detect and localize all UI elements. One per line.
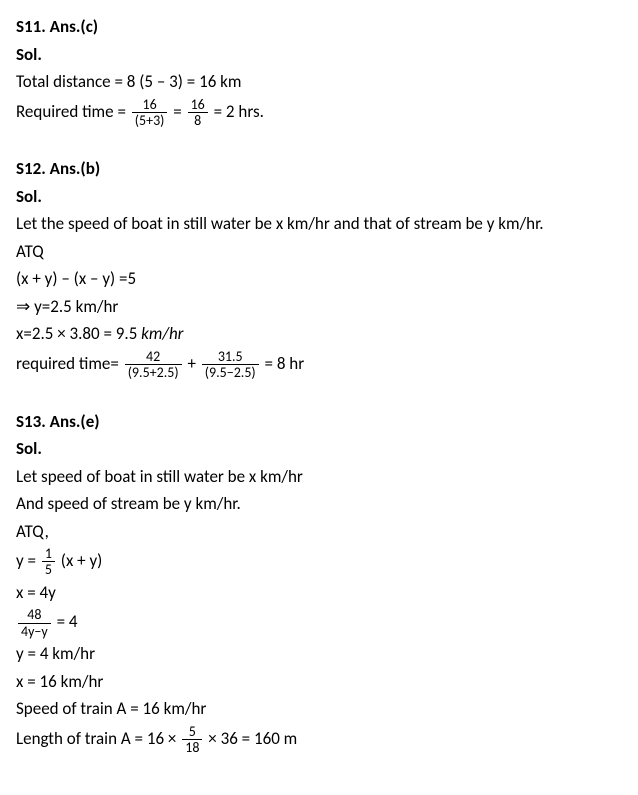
q12-eq1: (x + y) – (x – y) =5: [16, 266, 622, 292]
q11-frac2-num: 16: [188, 97, 208, 113]
q13-x4y: x = 4y: [16, 580, 622, 606]
q13-let-boat: Let speed of boat in still water be x km…: [16, 464, 622, 490]
q13-y-eq: y = 15 (x + y): [16, 546, 622, 578]
q13-header: S13. Ans.(e): [16, 409, 622, 435]
q13-y-prefix: y =: [16, 550, 40, 571]
q12-x-value: x=2.5 × 3.80 = 9.5 km/hr: [16, 321, 622, 347]
q12-frac1-den: (9.5+2.5): [125, 365, 182, 380]
q13-frac-line: 484y−y = 4: [16, 607, 622, 639]
solution-13: S13. Ans.(e) Sol. Let speed of boat in s…: [16, 409, 622, 756]
q12-frac2-num: 31.5: [202, 349, 259, 365]
q11-mid1: =: [169, 100, 185, 121]
q13-x16: x = 16 km/hr: [16, 669, 622, 695]
q11-suffix1: = 2 hrs.: [210, 100, 264, 121]
q13-atq: ATQ,: [16, 519, 622, 545]
q12-suffix1: = 8 hr: [261, 353, 304, 374]
q13-frac2: 484y−y: [18, 607, 51, 639]
q13-len-suffix: × 36 = 160 m: [204, 728, 297, 749]
q13-len-prefix: Length of train A = 16 ×: [16, 728, 180, 749]
q11-rt-prefix: Required time =: [16, 100, 130, 121]
q12-let-speed: Let the speed of boat in still water be …: [16, 211, 622, 237]
q11-frac2: 168: [188, 97, 208, 129]
q11-frac1-den: (5+3): [132, 113, 168, 128]
q11-frac2-den: 8: [188, 113, 208, 128]
q11-sol-label: Sol.: [16, 42, 622, 68]
q12-frac1-num: 42: [125, 349, 182, 365]
q11-frac1: 16(5+3): [132, 97, 168, 129]
q13-speed-train: Speed of train A = 16 km/hr: [16, 696, 622, 722]
q13-let-stream: And speed of stream be y km/hr.: [16, 491, 622, 517]
q12-required-time: required time= 42(9.5+2.5) + 31.5(9.5−2.…: [16, 349, 622, 381]
q12-frac2: 31.5(9.5−2.5): [202, 349, 259, 381]
q13-frac2-num: 48: [18, 607, 51, 623]
q12-x-prefix: x=2.5 × 3.80 = 9.5: [16, 323, 141, 344]
q13-frac3-num: 5: [182, 724, 202, 740]
q13-frac1-num: 1: [42, 546, 55, 562]
q13-frac2-den: 4y−y: [18, 624, 51, 639]
q13-frac1: 15: [42, 546, 55, 578]
q12-rt-prefix: required time=: [16, 353, 123, 374]
solution-12: S12. Ans.(b) Sol. Let the speed of boat …: [16, 156, 622, 380]
q12-frac1: 42(9.5+2.5): [125, 349, 182, 381]
q11-total-distance: Total distance = 8 (5 – 3) = 16 km: [16, 69, 622, 95]
q11-required-time: Required time = 16(5+3) = 168 = 2 hrs.: [16, 97, 622, 129]
q13-sol-label: Sol.: [16, 436, 622, 462]
q13-y4: y = 4 km/hr: [16, 641, 622, 667]
q12-sol-label: Sol.: [16, 184, 622, 210]
q12-mid1: +: [184, 353, 200, 374]
q13-frac3-den: 18: [182, 740, 202, 755]
q12-atq: ATQ: [16, 239, 622, 265]
q11-frac1-num: 16: [132, 97, 168, 113]
q12-y-value: ⇒ y=2.5 km/hr: [16, 294, 622, 320]
q13-y-suffix: (x + y): [57, 550, 102, 571]
q12-x-suffix: km/hr: [141, 323, 183, 344]
q13-frac1-den: 5: [42, 562, 55, 577]
q13-line6-suffix: = 4: [53, 611, 78, 632]
q13-frac3: 518: [182, 724, 202, 756]
solution-11: S11. Ans.(c) Sol. Total distance = 8 (5 …: [16, 14, 622, 128]
q12-header: S12. Ans.(b): [16, 156, 622, 182]
q12-frac2-den: (9.5−2.5): [202, 365, 259, 380]
q13-length-train: Length of train A = 16 × 518 × 36 = 160 …: [16, 724, 622, 756]
q11-header: S11. Ans.(c): [16, 14, 622, 40]
